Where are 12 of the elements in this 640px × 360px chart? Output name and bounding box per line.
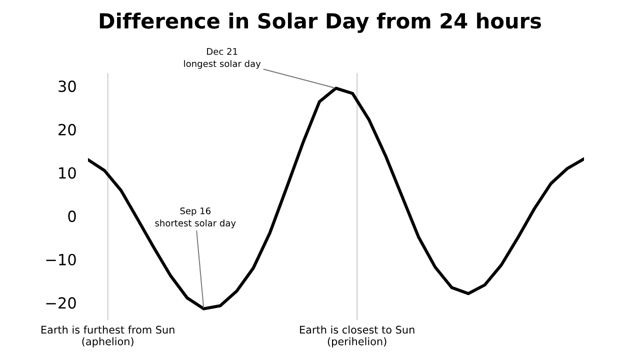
y-tick-label: 0 (68, 210, 76, 222)
y-tick-label: −10 (46, 254, 76, 266)
text: Earth is closest to Sun (perihelion) (300, 326, 414, 348)
line-series (88, 86, 584, 310)
text: Dec 21 longest solar day (184, 48, 261, 69)
y-tick-label: −20 (46, 297, 76, 309)
annotation: Sep 16 shortest solar day (155, 207, 236, 228)
chart-title: Difference in Solar Day from 24 hours (100, 12, 541, 33)
y-tick-label: 30 (58, 80, 76, 92)
text: Earth is furthest from Sun (aphelion) (42, 326, 174, 348)
y-tick-label: 20 (58, 124, 76, 136)
y-tick-label: 10 (59, 167, 76, 179)
